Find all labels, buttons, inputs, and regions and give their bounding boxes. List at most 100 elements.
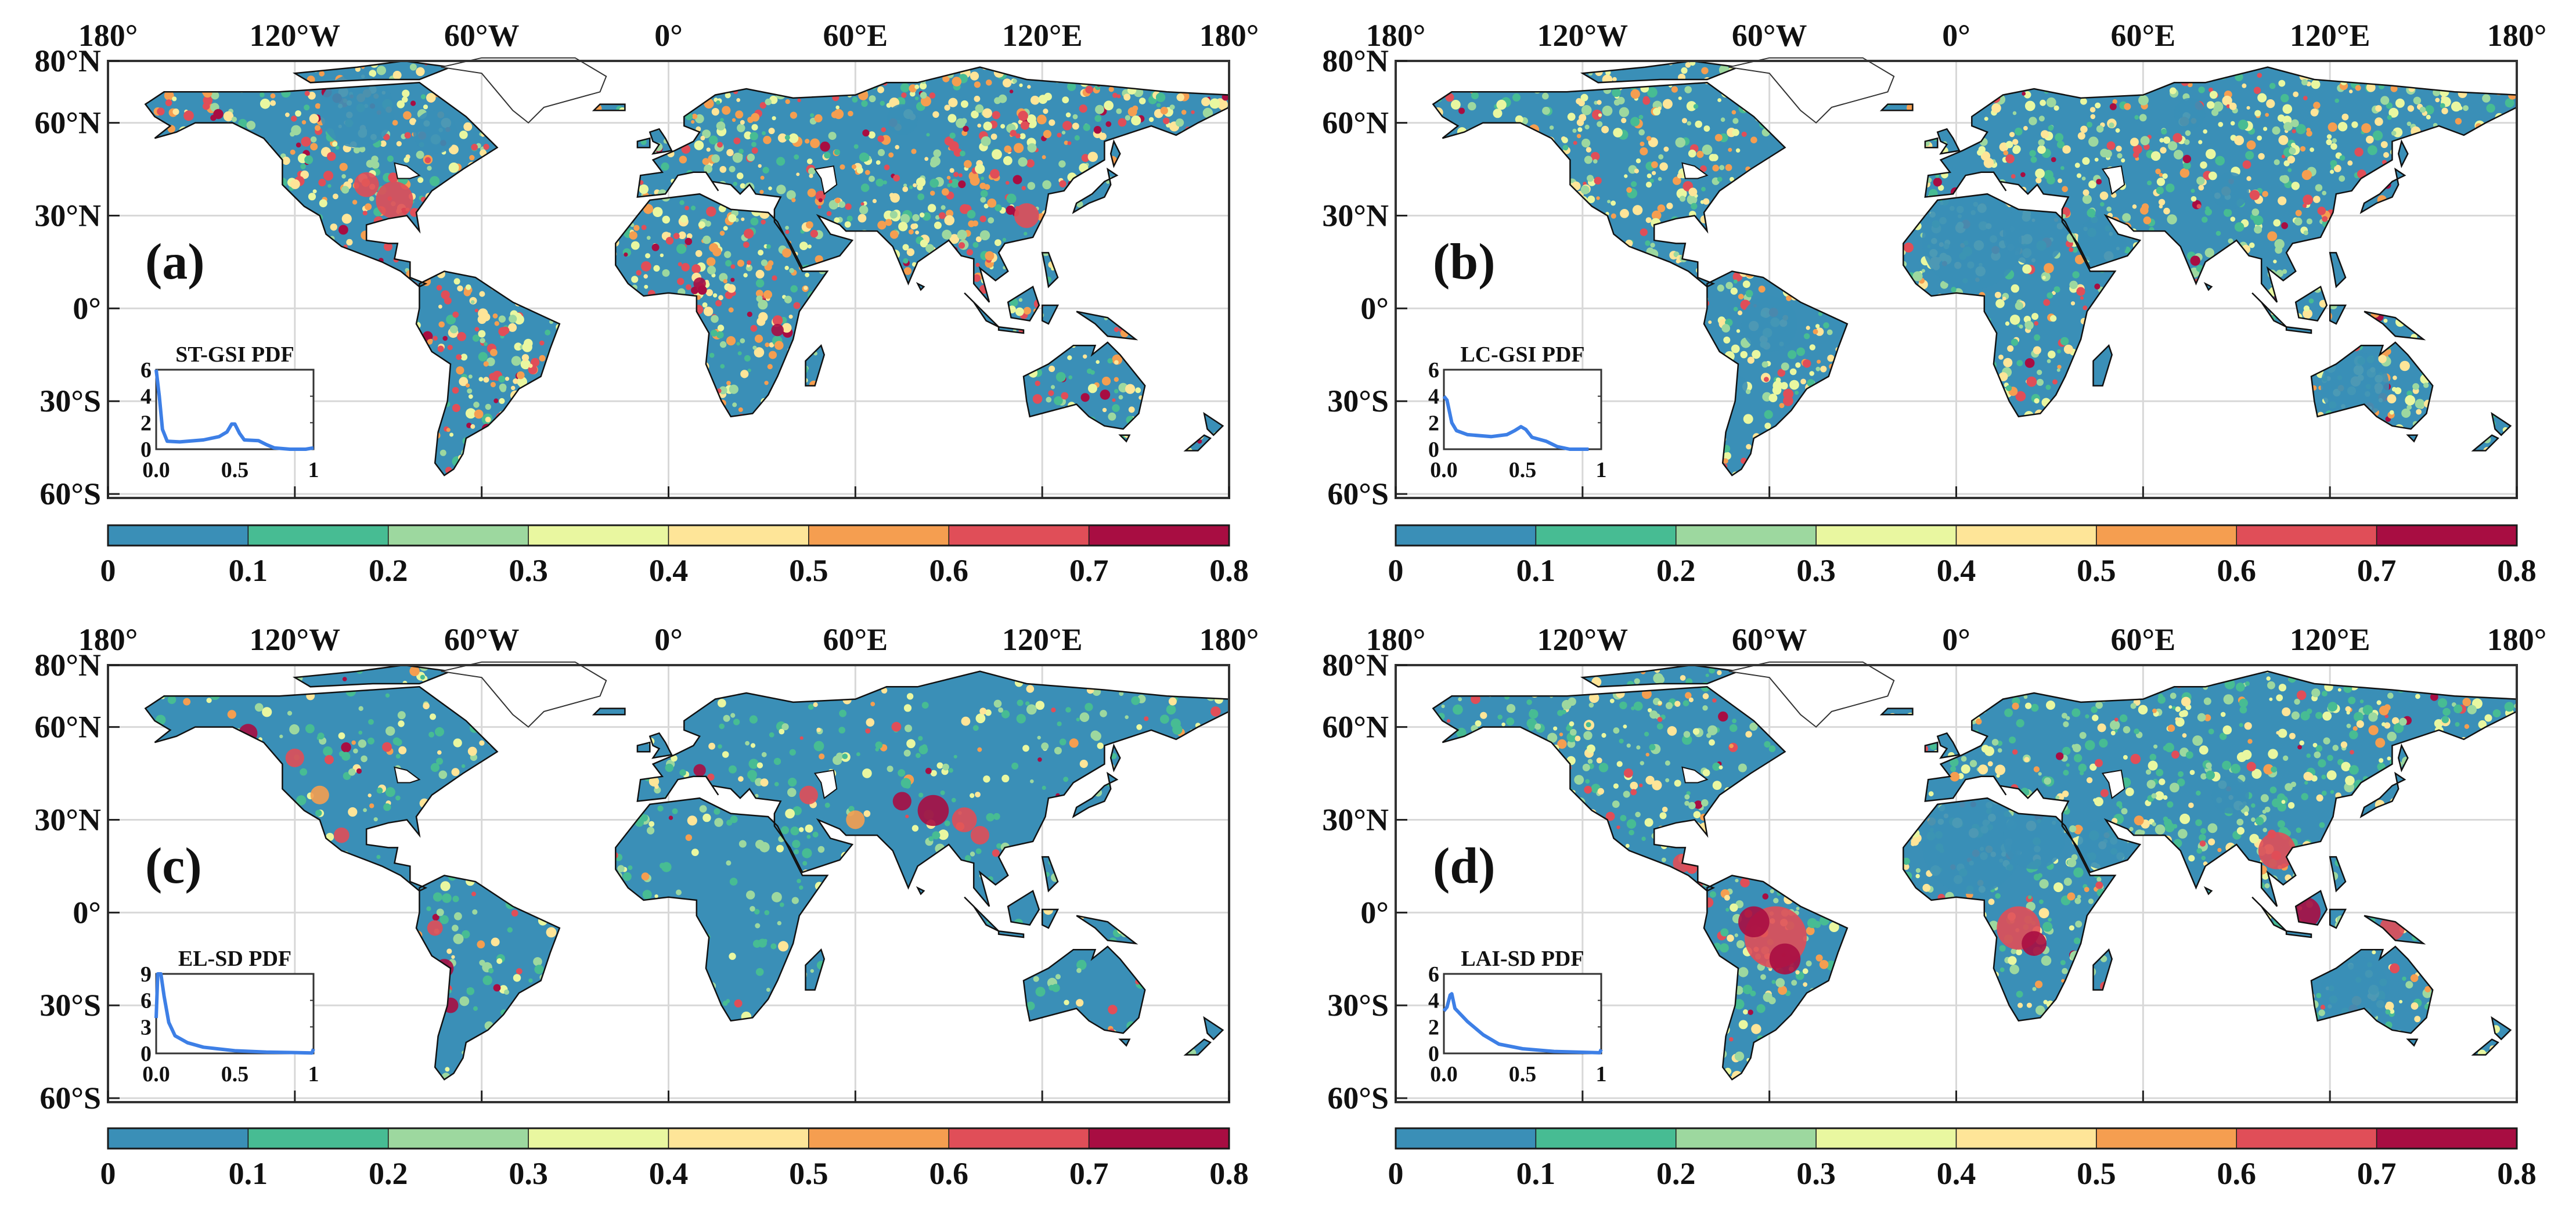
map-cell <box>633 225 640 231</box>
map-cell <box>914 84 920 89</box>
map-cell <box>893 174 900 182</box>
map-cell <box>318 178 326 187</box>
map-cell <box>1094 115 1102 122</box>
map-cell <box>665 237 674 245</box>
map-cell <box>2254 225 2262 234</box>
map-cell <box>706 147 711 152</box>
map-cell <box>755 279 765 288</box>
inset-frame <box>155 369 315 450</box>
map-cell <box>719 341 727 348</box>
map-cell <box>1631 181 1637 187</box>
pdf-curve <box>154 369 314 451</box>
map-cell <box>903 258 909 264</box>
map-cell <box>982 108 992 118</box>
map-cell <box>474 327 480 332</box>
map-cell <box>747 153 755 161</box>
map-cell <box>492 313 498 319</box>
map-cell <box>868 131 876 139</box>
map-cell <box>380 140 387 147</box>
map-cell <box>884 164 890 171</box>
map-cell <box>2042 276 2046 280</box>
map-cell <box>1087 151 1098 162</box>
map-cell <box>413 110 457 154</box>
map-cell <box>1083 354 1087 359</box>
map-cell <box>285 112 290 117</box>
map-cell <box>738 407 743 412</box>
map-cell <box>2060 166 2065 170</box>
coastline <box>1022 341 1146 430</box>
coastline <box>144 82 499 288</box>
map-cell <box>282 156 290 165</box>
map-cell <box>290 149 296 155</box>
map-cell <box>2401 408 2411 418</box>
map-cell <box>1108 412 1116 421</box>
map-cell <box>1086 368 1093 374</box>
map-cell <box>880 100 885 106</box>
colorbar-frame <box>107 524 1230 547</box>
map-cell <box>856 167 863 174</box>
map-cell <box>895 145 899 150</box>
map-cell <box>960 100 968 108</box>
map-cell <box>403 157 410 163</box>
map-cell <box>963 125 969 132</box>
map-cell <box>662 269 670 277</box>
map-cell <box>733 137 741 145</box>
map-cell <box>726 336 736 346</box>
map-cell <box>747 311 752 317</box>
map-cell <box>680 215 688 223</box>
map-cell <box>2198 86 2205 93</box>
map-cell <box>1013 175 1022 185</box>
map-cell <box>1601 125 1609 133</box>
map-cell <box>901 92 907 98</box>
colorbar-segment <box>1088 525 1230 546</box>
map-cell <box>2087 121 2092 128</box>
map-cell <box>1064 140 1069 145</box>
map-cell <box>695 250 702 257</box>
map-cell <box>470 300 475 304</box>
map-cell <box>1102 407 1107 413</box>
map-cell <box>911 149 917 154</box>
map-cell <box>2051 157 2056 163</box>
map-cell <box>805 139 810 144</box>
map-cell <box>323 171 334 181</box>
map-cell <box>705 289 713 297</box>
map-cell <box>2036 378 2044 386</box>
map-cell <box>944 104 950 111</box>
map-cell <box>1027 85 1031 89</box>
map-cell <box>716 121 726 131</box>
map-cell <box>677 277 684 286</box>
map-cell <box>339 163 348 171</box>
map-cell <box>645 253 651 259</box>
lon-label: 120°W <box>250 18 341 53</box>
map-cell <box>776 185 786 194</box>
map-cell <box>2207 101 2215 109</box>
map-cell <box>684 205 689 211</box>
map-cell <box>1072 114 1078 120</box>
map-cell <box>1104 100 1114 111</box>
map-cell <box>947 183 951 187</box>
map-cell <box>995 204 1002 212</box>
map-cell <box>1714 133 1723 142</box>
map-panel-b: 180° 120°W 60°W 0° 60°E 120°E 180°80°N60°N30°N… <box>1322 18 2546 588</box>
map-cell <box>988 217 995 223</box>
greenland-outline <box>441 57 607 124</box>
map-cell <box>743 241 750 248</box>
map-cell <box>764 381 769 385</box>
map-cell <box>694 140 704 150</box>
map-cell <box>848 110 853 117</box>
coastline <box>1203 411 1224 436</box>
map-cell <box>2035 177 2042 183</box>
map-cell <box>490 349 498 356</box>
map-cell <box>2106 206 2112 212</box>
map-cell <box>330 223 337 231</box>
map-cell <box>545 330 551 335</box>
map-cell <box>315 125 321 131</box>
map-cell <box>1118 395 1123 400</box>
map-cell <box>938 212 946 219</box>
map-cell <box>992 111 1000 120</box>
map-cell <box>1067 355 1072 360</box>
map-cell <box>944 215 954 226</box>
map-cell <box>691 264 701 274</box>
map-cell <box>1584 124 1590 129</box>
